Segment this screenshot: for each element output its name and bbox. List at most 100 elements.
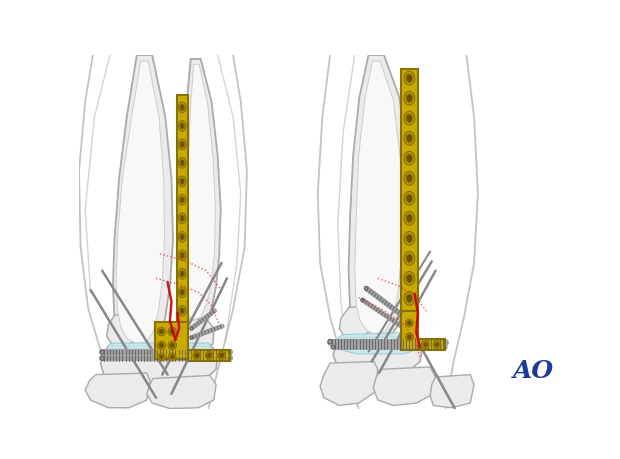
Ellipse shape: [179, 121, 186, 131]
Ellipse shape: [180, 123, 185, 129]
Ellipse shape: [180, 196, 185, 203]
Ellipse shape: [404, 252, 415, 265]
Circle shape: [100, 350, 104, 354]
Circle shape: [361, 298, 364, 302]
Ellipse shape: [180, 270, 185, 277]
Ellipse shape: [404, 212, 415, 225]
Ellipse shape: [180, 104, 185, 111]
Circle shape: [169, 329, 175, 334]
Polygon shape: [348, 55, 410, 344]
Ellipse shape: [180, 141, 185, 148]
Ellipse shape: [406, 194, 413, 202]
Ellipse shape: [404, 131, 415, 145]
Ellipse shape: [406, 94, 413, 102]
Circle shape: [168, 327, 177, 336]
Circle shape: [365, 287, 368, 290]
Circle shape: [405, 333, 413, 341]
Circle shape: [405, 319, 413, 327]
Ellipse shape: [179, 195, 186, 205]
Ellipse shape: [179, 250, 186, 261]
Ellipse shape: [179, 157, 186, 168]
Polygon shape: [177, 319, 214, 352]
Ellipse shape: [406, 74, 413, 82]
Polygon shape: [373, 367, 436, 405]
Circle shape: [422, 341, 430, 348]
Ellipse shape: [179, 213, 186, 224]
Polygon shape: [185, 64, 215, 320]
Ellipse shape: [404, 271, 415, 285]
Polygon shape: [430, 375, 474, 408]
Circle shape: [157, 353, 166, 361]
Ellipse shape: [406, 134, 413, 142]
Circle shape: [328, 339, 332, 344]
Circle shape: [435, 342, 440, 347]
Circle shape: [219, 353, 224, 358]
Circle shape: [159, 355, 164, 359]
Circle shape: [407, 320, 412, 325]
Ellipse shape: [406, 174, 413, 182]
Polygon shape: [107, 343, 213, 361]
Ellipse shape: [180, 178, 185, 185]
Polygon shape: [116, 61, 164, 344]
Ellipse shape: [180, 160, 185, 166]
Polygon shape: [320, 362, 378, 405]
Ellipse shape: [406, 294, 413, 302]
Circle shape: [157, 327, 166, 336]
Ellipse shape: [179, 269, 186, 279]
Circle shape: [218, 352, 225, 359]
Circle shape: [170, 355, 175, 359]
Ellipse shape: [404, 151, 415, 165]
Text: AO: AO: [513, 359, 554, 383]
Circle shape: [407, 335, 412, 339]
Polygon shape: [333, 336, 422, 377]
Ellipse shape: [180, 308, 185, 314]
Polygon shape: [418, 339, 445, 350]
Ellipse shape: [406, 114, 413, 123]
Polygon shape: [401, 69, 418, 315]
Ellipse shape: [179, 139, 186, 150]
Ellipse shape: [179, 102, 186, 113]
Circle shape: [169, 343, 175, 348]
Ellipse shape: [179, 231, 186, 242]
Circle shape: [169, 353, 176, 361]
Ellipse shape: [404, 71, 415, 85]
Circle shape: [168, 341, 177, 350]
Ellipse shape: [179, 287, 186, 297]
Ellipse shape: [180, 234, 185, 240]
Polygon shape: [336, 332, 418, 354]
Circle shape: [194, 353, 200, 358]
Polygon shape: [85, 373, 150, 408]
Ellipse shape: [404, 291, 415, 305]
Ellipse shape: [404, 191, 415, 205]
Circle shape: [159, 343, 164, 348]
Polygon shape: [401, 312, 418, 350]
Polygon shape: [339, 305, 371, 340]
Polygon shape: [155, 322, 188, 359]
Ellipse shape: [180, 289, 185, 296]
Circle shape: [206, 353, 212, 358]
Polygon shape: [147, 375, 216, 409]
Ellipse shape: [406, 214, 413, 223]
Circle shape: [159, 329, 164, 334]
Ellipse shape: [404, 111, 415, 125]
Circle shape: [190, 336, 193, 339]
Polygon shape: [180, 59, 221, 331]
Circle shape: [193, 352, 201, 359]
Ellipse shape: [179, 305, 186, 316]
Ellipse shape: [406, 234, 413, 242]
Polygon shape: [177, 95, 188, 326]
Circle shape: [433, 341, 441, 348]
Ellipse shape: [404, 91, 415, 105]
Ellipse shape: [180, 215, 185, 222]
Circle shape: [205, 352, 213, 359]
Ellipse shape: [404, 231, 415, 245]
Ellipse shape: [406, 274, 413, 283]
Polygon shape: [355, 61, 402, 335]
Ellipse shape: [404, 171, 415, 185]
Circle shape: [100, 357, 104, 360]
Polygon shape: [107, 313, 139, 347]
Circle shape: [423, 342, 428, 347]
Circle shape: [332, 345, 335, 348]
Circle shape: [190, 327, 193, 330]
Ellipse shape: [406, 254, 413, 263]
